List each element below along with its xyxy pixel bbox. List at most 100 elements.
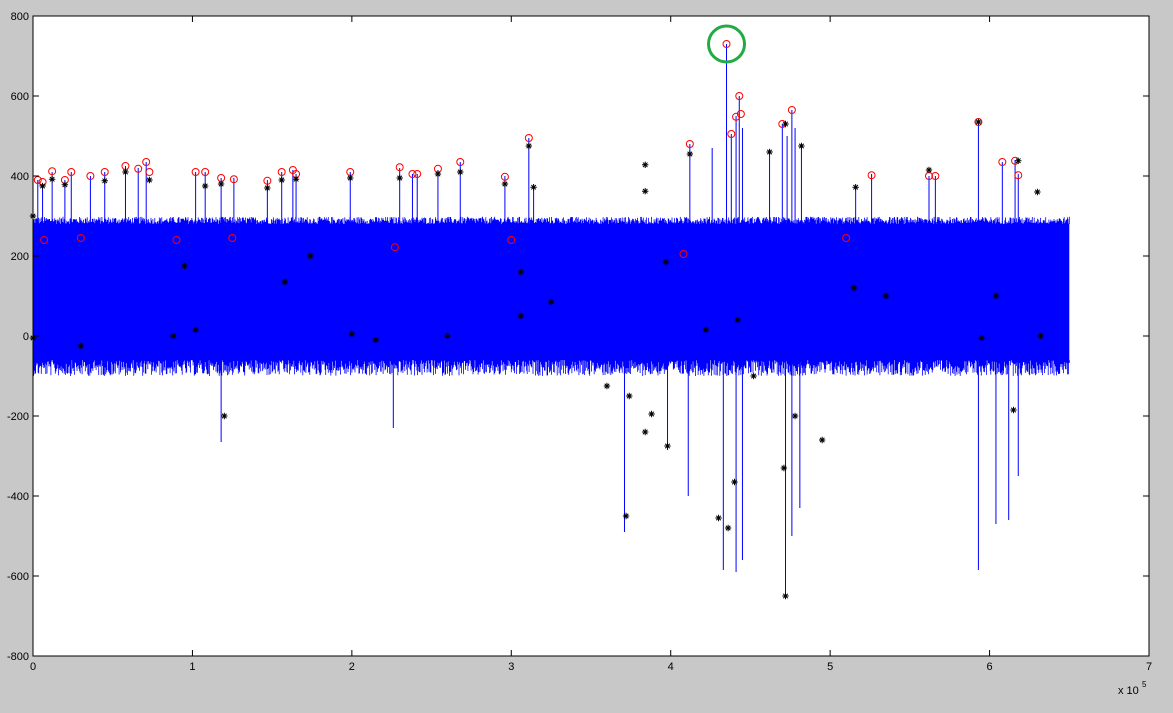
star-marker	[525, 142, 533, 150]
y-tick-label: -400	[7, 491, 29, 503]
peak-circle-marker	[787, 106, 796, 114]
peak-circle-marker	[145, 168, 154, 176]
star-marker	[547, 298, 555, 306]
peak-circle-marker	[86, 172, 95, 180]
star-marker	[146, 176, 153, 184]
star-marker	[501, 180, 509, 188]
peak-circle-marker	[390, 243, 399, 252]
star-marker	[281, 278, 289, 286]
star-marker	[517, 312, 525, 320]
star-marker	[780, 464, 788, 472]
peak-circle-marker	[408, 170, 417, 178]
tick-layer	[32, 15, 1150, 657]
peak-circle-marker	[228, 234, 237, 242]
peak-circle-marker	[142, 158, 151, 166]
peak-circle-marker	[842, 234, 851, 242]
x-tick-label: 2	[349, 661, 355, 673]
star-marker	[750, 372, 757, 380]
star-marker	[1037, 332, 1044, 340]
star-marker	[715, 514, 722, 522]
star-marker	[734, 316, 741, 324]
peak-circle-marker	[172, 236, 181, 244]
x-tick-label: 6	[987, 661, 993, 673]
peak-circle-marker	[679, 250, 688, 258]
peak-circle-marker	[76, 234, 85, 242]
star-marker	[702, 326, 709, 334]
signal-band-layer	[32, 216, 1070, 376]
star-marker	[122, 168, 129, 176]
y-tick-label: 600	[11, 91, 29, 103]
star-marker	[292, 176, 300, 183]
star-marker	[48, 176, 56, 183]
peak-circle-marker	[395, 163, 404, 172]
peak-circle-marker	[134, 164, 143, 173]
peak-circle-marker	[1014, 171, 1023, 180]
star-marker	[192, 326, 199, 334]
star-marker	[852, 184, 859, 191]
peak-circle-marker	[100, 168, 109, 176]
star-marker	[39, 182, 46, 190]
peak-circle-marker	[736, 110, 745, 118]
star-marker	[603, 382, 611, 390]
peak-circle-marker	[524, 134, 533, 142]
star-marker	[457, 168, 464, 176]
star-marker	[648, 410, 655, 418]
x-tick-label: 4	[668, 661, 674, 673]
star-marker	[664, 442, 671, 450]
x-tick-label: 5	[827, 661, 833, 673]
star-marker	[101, 177, 108, 184]
peak-circle-marker	[277, 168, 286, 176]
y-tick-label: -800	[7, 651, 29, 663]
star-marker	[1015, 157, 1022, 164]
star-marker	[782, 592, 789, 600]
star-marker	[1010, 406, 1017, 414]
signal-band	[33, 224, 1070, 360]
star-marker	[181, 262, 188, 270]
star-marker	[642, 188, 649, 195]
star-marker	[724, 524, 732, 532]
y-tick-label: 0	[23, 331, 29, 343]
star-marker	[307, 252, 314, 260]
star-marker	[264, 184, 271, 192]
star-marker	[992, 292, 1000, 300]
peak-circle-marker	[998, 158, 1007, 166]
peak-circle-marker	[48, 167, 57, 176]
star-marker	[925, 166, 933, 174]
star-marker	[1034, 188, 1041, 196]
peak-circle-marker	[735, 92, 744, 100]
star-marker	[170, 332, 177, 340]
y-tick-label: -200	[7, 411, 29, 423]
star-marker	[626, 392, 633, 400]
annotation-layer	[707, 24, 747, 64]
x-tick-label: 0	[30, 661, 36, 673]
star-marker	[221, 412, 228, 420]
peak-circle-marker	[263, 176, 272, 185]
star-marker	[217, 180, 225, 188]
peak-circle-marker	[722, 40, 731, 48]
x-tick-label: 1	[189, 661, 195, 673]
peak-circle-marker	[229, 175, 238, 184]
star-marker	[978, 334, 985, 342]
tick-label-layer: 0 1 2 3 4 5 6 7 -800 -600 -400 -200 0 200 400 600 800	[7, 11, 1152, 673]
star-marker	[766, 148, 773, 156]
star-marker	[396, 174, 403, 182]
x-tick-label: 7	[1146, 661, 1152, 673]
peak-circle-marker	[732, 112, 741, 121]
star-marker	[434, 170, 442, 178]
peak-circle-marker	[867, 171, 876, 180]
y-tick-label: 800	[11, 11, 29, 23]
max-highlight-circle	[707, 24, 747, 64]
y-tick-label: -600	[7, 571, 29, 583]
star-marker	[850, 284, 858, 292]
star-marker	[530, 184, 537, 191]
star-marker	[791, 412, 799, 420]
star-marker	[782, 120, 789, 128]
star-marker	[975, 118, 982, 126]
star-marker	[77, 342, 85, 350]
peak-circle-marker	[974, 118, 983, 126]
star-marker	[798, 142, 805, 150]
star-marker	[642, 428, 649, 436]
marker-layer	[29, 40, 1044, 600]
peak-circle-marker	[500, 172, 509, 181]
